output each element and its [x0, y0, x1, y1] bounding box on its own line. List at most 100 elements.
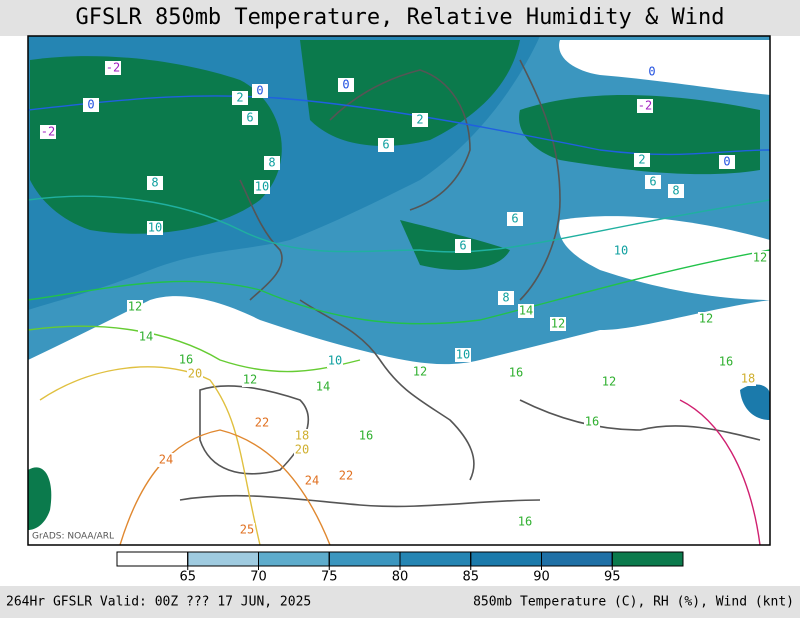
contour-label: 8: [672, 184, 679, 198]
contour-label: 14: [519, 304, 533, 318]
isotherm: [27, 325, 361, 373]
colorbar-label: 75: [321, 570, 338, 585]
label-bg: [644, 65, 660, 79]
isotherm: [27, 249, 771, 325]
contour-label: 6: [649, 175, 656, 189]
contour-label: 12: [551, 317, 565, 331]
contour-label: 2: [638, 153, 645, 167]
footer-right: 850mb Temperature (C), RH (%), Wind (knt…: [473, 595, 794, 610]
label-bg: [158, 453, 174, 467]
contour-label: 18: [741, 372, 755, 386]
coastline: [179, 494, 541, 508]
colorbar-cell: [399, 551, 472, 567]
rh-shade: [300, 40, 520, 146]
rh-shade: [28, 467, 52, 530]
label-bg: [147, 176, 163, 190]
label-bg: [242, 111, 258, 125]
contour-label: 12: [602, 375, 616, 389]
contour-label: 16: [359, 429, 373, 443]
colorbar-cell: [187, 551, 259, 567]
contour-label: -2: [106, 61, 120, 75]
colorbar-label: 65: [179, 570, 196, 585]
rh-shade: [740, 384, 770, 420]
contour-label: 8: [502, 291, 509, 305]
label-bg: [338, 78, 354, 92]
contour-label: 10: [456, 348, 470, 362]
label-bg: [147, 221, 163, 235]
contour-label: 0: [648, 65, 655, 79]
footer-left: 264Hr GFSLR Valid: 00Z ??? 17 JUN, 2025: [6, 595, 311, 610]
label-bg: [668, 184, 684, 198]
label-bg: [252, 84, 268, 98]
label-bg: [752, 251, 768, 265]
coastline: [239, 179, 283, 301]
contour-label: 12: [128, 300, 142, 314]
contour-label: 25: [240, 523, 254, 537]
contour-label: 6: [382, 138, 389, 152]
label-bg: [455, 239, 471, 253]
contour-label: 20: [188, 367, 202, 381]
colorbar-label: 80: [392, 570, 409, 585]
coastline: [299, 299, 475, 481]
contour-label: 14: [316, 380, 330, 394]
rh-shade: [519, 95, 760, 175]
label-bg: [584, 415, 600, 429]
contour-label: 8: [151, 176, 158, 190]
isotherm: [39, 366, 261, 546]
label-bg: [613, 244, 629, 258]
contour-label: 22: [339, 469, 353, 483]
label-bg: [412, 113, 428, 127]
label-bg: [518, 304, 534, 318]
contour-label: 6: [511, 212, 518, 226]
contour-label: 16: [518, 515, 532, 529]
contour-label: 0: [342, 78, 349, 92]
label-bg: [254, 416, 270, 430]
label-bg: [718, 355, 734, 369]
contour-label: 12: [699, 312, 713, 326]
label-bg: [294, 429, 310, 443]
credit: GrADS: NOAA/ARL: [32, 532, 114, 542]
label-bg: [550, 317, 566, 331]
contour-label: 22: [255, 416, 269, 430]
isotherm: [679, 399, 761, 546]
label-bg: [517, 515, 533, 529]
label-bg: [455, 348, 471, 362]
colorbar-cell: [470, 551, 542, 567]
label-bg: [294, 443, 310, 457]
colorbar-label: 95: [604, 570, 621, 585]
contour-label: 10: [148, 221, 162, 235]
label-bg: [508, 366, 524, 380]
contour-label: 0: [256, 84, 263, 98]
contour-label: 16: [179, 353, 193, 367]
label-bg: [412, 365, 428, 379]
contour-label: -2: [638, 99, 652, 113]
coastline: [329, 69, 471, 211]
title-bar: [0, 0, 800, 36]
colorbar-label: 85: [462, 570, 479, 585]
contour-label: 10: [328, 354, 342, 368]
contour-label: 0: [723, 155, 730, 169]
label-bg: [719, 155, 735, 169]
contour-label: 8: [268, 156, 275, 170]
label-bg: [83, 98, 99, 112]
contour-label: 14: [139, 330, 153, 344]
label-bg: [507, 212, 523, 226]
colorbar-cell: [258, 551, 330, 567]
isotherm: [119, 429, 331, 546]
label-bg: [601, 375, 617, 389]
label-bg: [378, 138, 394, 152]
label-bg: [637, 99, 653, 113]
label-bg: [698, 312, 714, 326]
contour-label: 12: [243, 373, 257, 387]
contour-label: 16: [585, 415, 599, 429]
label-bg: [740, 372, 756, 386]
contour-label: 2: [236, 91, 243, 105]
contour-label: 12: [413, 365, 427, 379]
colorbar-cell: [541, 551, 613, 567]
label-bg: [645, 175, 661, 189]
colorbar-cell: [611, 551, 684, 567]
contour-label: 6: [246, 111, 253, 125]
